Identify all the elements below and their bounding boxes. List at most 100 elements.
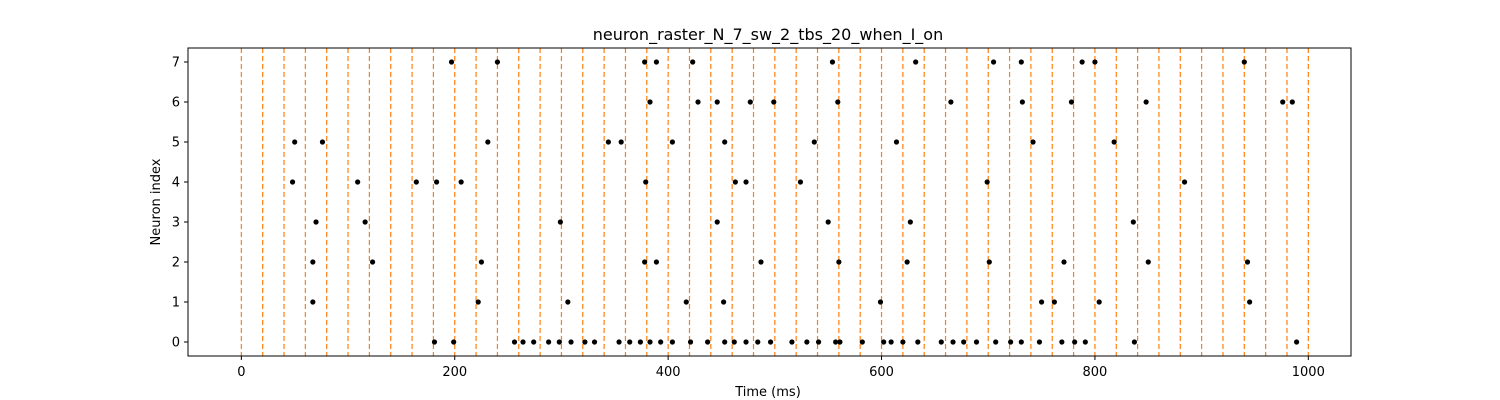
spike-point [1019,99,1025,105]
spike-point [494,59,501,65]
spike-point [815,339,822,345]
spike-point [938,339,944,345]
spike-point [986,259,992,265]
spike-point [642,59,648,65]
spike-point [658,339,664,345]
y-tick-label: 2 [172,256,180,271]
x-tick-label: 200 [442,365,467,380]
plot-frame [187,47,1352,357]
spike-point [431,339,438,345]
spike-point [556,339,562,345]
spike-point [881,339,887,345]
spike-point [1061,259,1067,265]
spike-point [669,339,676,345]
spike-point [511,339,518,345]
x-tick-label: 800 [1083,365,1108,380]
spike-point [292,139,298,145]
spike-point [743,339,749,345]
spike-point [900,339,906,345]
spike-point [1059,339,1065,345]
spike-point [289,179,296,185]
stimulus-lines [240,48,1309,356]
spike-point [605,139,611,145]
spike-point [984,179,990,185]
spike-point [950,339,956,345]
spike-point [893,139,900,145]
spike-point [797,179,804,185]
spike-point [1030,139,1036,145]
spike-point [948,99,954,105]
spike-point [825,219,831,225]
y-tick-label: 1 [172,296,180,311]
spike-point [877,299,884,305]
spike-point [618,139,624,145]
spike-point [1244,259,1251,265]
spike-point [647,339,653,345]
spike-point [319,139,326,145]
spike-point [1008,339,1014,345]
y-tick-label: 0 [172,336,180,351]
spike-point [1018,59,1024,65]
spike-point [771,99,777,105]
spike-point [836,259,842,265]
spike-point [1130,219,1136,225]
spike-point [1072,339,1078,345]
spike-point [913,59,919,65]
y-tick-label: 5 [172,136,180,151]
spike-point [990,59,997,65]
spike-point [747,99,753,105]
spike-point [591,339,598,345]
spike-point [616,339,622,345]
spike-point [413,179,419,185]
spike-point [647,99,653,105]
spike-point [731,339,737,345]
spike-points [289,59,1300,345]
spike-point [1289,99,1295,105]
spike-point [973,339,980,345]
spike-point [1293,339,1300,345]
spike-point [705,339,711,345]
y-tick-label: 7 [172,56,180,71]
spike-point [837,339,843,345]
spike-point [1082,339,1088,345]
spike-point [758,259,764,265]
spike-point [1092,59,1098,65]
y-tick-label: 4 [172,176,180,191]
spike-point [1038,299,1045,305]
spike-point [915,339,921,345]
spike-point [451,339,457,345]
spike-point [695,99,701,105]
spike-point [362,219,368,225]
x-tick-label: 1000 [1292,365,1325,380]
spike-point [582,339,588,345]
spike-point [1079,59,1085,65]
spike-point [627,339,633,345]
x-tick-label: 600 [869,365,894,380]
spike-point [310,299,316,305]
chart-title: neuron_raster_N_7_sw_2_tbs_20_when_I_on [593,25,943,45]
spike-point [369,259,376,265]
spike-point [669,139,676,145]
y-tick-label: 3 [172,216,180,231]
spike-point [714,99,720,105]
spike-point [478,259,485,265]
x-tick-label: 400 [656,365,681,380]
y-tick-label: 6 [172,96,180,111]
spike-point [1131,339,1138,345]
spike-point [888,339,894,345]
spike-point [1036,339,1043,345]
spike-point [313,219,319,225]
spike-point [690,59,696,65]
spike-point [835,99,841,105]
spike-point [829,59,836,65]
spike-point [804,339,810,345]
spike-point [643,179,649,185]
spike-point [1096,299,1102,305]
spike-point [1068,99,1075,105]
spike-point [1181,179,1188,185]
spike-point [907,219,913,225]
spike-point [1145,259,1151,265]
x-axis-label: Time (ms) [734,385,801,400]
spike-point [485,139,491,145]
